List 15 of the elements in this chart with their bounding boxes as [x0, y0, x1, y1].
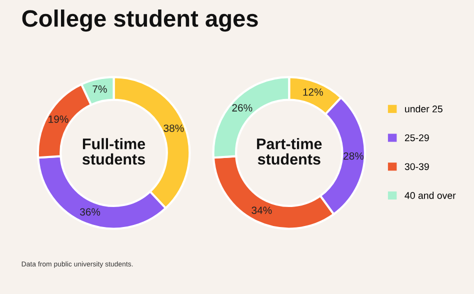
data-label: 19%: [48, 115, 68, 123]
text: Part-time students: [257, 138, 322, 165]
data-label: 34%: [252, 206, 272, 214]
data-label: 28%: [344, 152, 364, 160]
legend-label: 40 and over: [404, 192, 456, 199]
data-label: 36%: [80, 208, 100, 216]
legend-label: under 25: [405, 105, 442, 112]
legend-label: 25-29: [404, 134, 429, 142]
data-label: 12%: [303, 88, 323, 96]
legend-label: 30-39: [404, 163, 429, 170]
data-label: 26%: [232, 104, 252, 112]
chart-title: College student ages: [22, 10, 258, 32]
data-label: 7%: [92, 85, 107, 93]
text: Full-time students: [82, 138, 146, 165]
data-label: 38%: [164, 124, 184, 132]
